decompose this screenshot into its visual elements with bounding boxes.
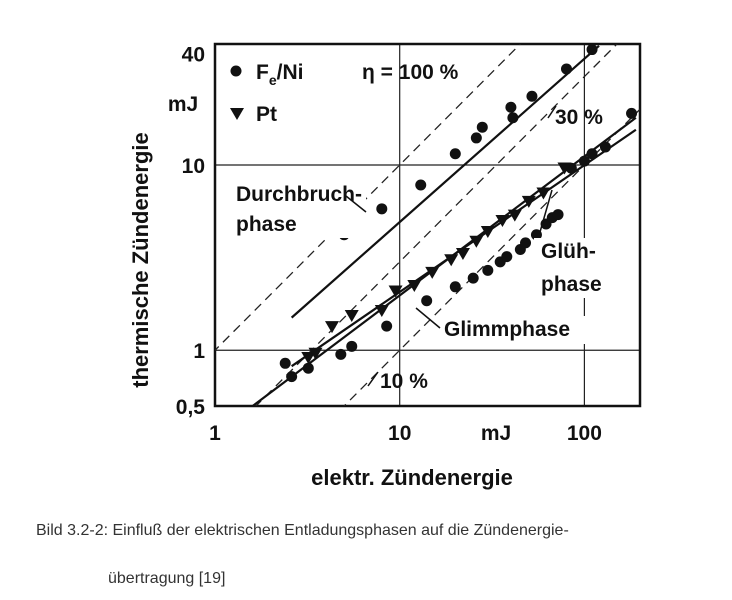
data-point-circle xyxy=(279,357,291,369)
x-tick-label: 100 xyxy=(567,422,602,445)
annotation-glimmphase: Glimmphase xyxy=(444,318,570,341)
data-point-triangle xyxy=(455,247,470,260)
y-tick-label: 40 xyxy=(182,43,205,66)
data-point-circle xyxy=(415,179,427,191)
data-point-circle xyxy=(552,209,564,221)
data-point-triangle xyxy=(507,209,522,222)
data-point-circle xyxy=(482,264,494,276)
data-point-triangle xyxy=(344,309,359,322)
annotation-durchbruchphase-line1: Durchbruch- xyxy=(236,183,362,206)
data-point-circle xyxy=(467,272,479,284)
data-point-circle xyxy=(421,295,433,307)
data-point-circle xyxy=(505,101,517,113)
y-tick-label: 0,5 xyxy=(176,396,206,419)
annotation-durchbruchphase-line2: phase xyxy=(236,213,297,236)
data-point-circle xyxy=(286,371,298,383)
x-unit-label: mJ xyxy=(481,422,511,445)
data-point-circle xyxy=(561,63,573,75)
data-point-circle xyxy=(586,44,598,56)
data-point-triangle xyxy=(388,285,403,298)
data-point-triangle xyxy=(407,280,422,293)
efficiency-label-100: η = 100 % xyxy=(362,61,459,84)
data-point-triangle xyxy=(495,214,510,227)
efficiency-label-10-tick xyxy=(367,371,379,387)
data-point-triangle xyxy=(325,321,340,334)
annotation-gluehphase-line2: phase xyxy=(541,273,602,296)
annotation-bg xyxy=(440,316,586,344)
annotation-gluehphase-leader xyxy=(539,189,553,233)
data-point-circle xyxy=(376,203,388,215)
data-point-circle xyxy=(335,348,347,360)
figure-caption-line1: Bild 3.2-2: Einfluß der elektrischen Ent… xyxy=(36,522,569,539)
plot-frame xyxy=(213,42,642,408)
fit-line xyxy=(290,44,600,319)
data-point-circle xyxy=(381,320,393,332)
legend-label-pt: Pt xyxy=(256,103,277,126)
data-point-circle xyxy=(302,362,314,374)
data-point-triangle xyxy=(521,195,536,208)
efficiency-line xyxy=(215,44,522,352)
data-point-triangle xyxy=(425,266,440,279)
data-point-circle xyxy=(501,251,513,263)
data-point-triangle xyxy=(536,187,551,200)
data-point-triangle xyxy=(469,235,484,248)
y-unit-label: mJ xyxy=(168,93,198,116)
annotation-glimmphase-leader xyxy=(415,307,441,329)
y-tick-label: 10 xyxy=(182,155,205,178)
data-point-circle xyxy=(346,340,358,352)
data-point-circle xyxy=(449,148,461,160)
legend-marker-circle xyxy=(230,65,242,77)
data-point-circle xyxy=(599,141,611,153)
data-point-circle xyxy=(449,281,461,293)
data-point-triangle xyxy=(301,351,316,364)
data-point-circle xyxy=(626,107,638,119)
y-tick-label: 1 xyxy=(193,340,205,363)
annotation-bg xyxy=(228,180,366,238)
figure-caption-line2: übertragung [19] xyxy=(108,570,226,587)
annotation-bg xyxy=(534,238,614,298)
data-point-circle xyxy=(476,121,488,133)
data-point-circle xyxy=(586,148,598,160)
y-axis-label: thermische Zündenergie xyxy=(128,132,153,388)
x-tick-label: 10 xyxy=(388,422,411,445)
annotation-gluehphase-line1: Glüh- xyxy=(541,240,596,263)
efficiency-label-10: 10 % xyxy=(380,370,428,393)
data-point-triangle xyxy=(480,226,495,239)
data-point-circle xyxy=(507,112,519,124)
efficiency-label-30: 30 % xyxy=(555,106,603,129)
data-point-triangle xyxy=(374,304,389,317)
data-point-circle xyxy=(530,229,542,241)
annotation-durchbruchphase-leader xyxy=(345,195,367,213)
legend-marker-triangle xyxy=(230,108,244,120)
data-point-triangle xyxy=(557,162,572,175)
data-point-circle xyxy=(470,132,482,144)
data-point-triangle xyxy=(308,347,323,360)
data-point-circle xyxy=(520,237,532,249)
data-point-circle xyxy=(578,155,590,167)
data-point-triangle xyxy=(444,254,459,267)
x-axis-label: elektr. Zündenergie xyxy=(311,465,513,490)
x-tick-label: 1 xyxy=(209,422,221,445)
data-point-circle xyxy=(526,90,538,102)
efficiency-line xyxy=(255,44,618,406)
legend-label-fe-ni: Fe/Ni xyxy=(256,61,303,88)
efficiency-label-30-tick xyxy=(547,105,557,119)
